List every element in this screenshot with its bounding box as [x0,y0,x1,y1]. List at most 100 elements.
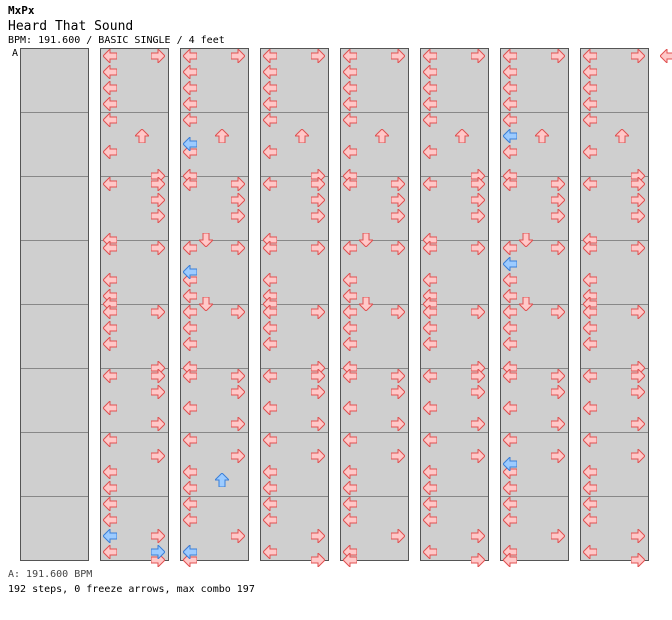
right-arrow-icon [151,241,165,255]
beat-stripe [21,161,88,177]
beat-stripe [261,145,328,161]
right-arrow-icon [311,241,325,255]
measure-line [21,368,88,369]
beat-stripe [181,481,248,497]
left-arrow-icon [343,145,357,159]
measure-line [341,176,408,177]
beat-stripe [21,49,88,65]
right-arrow-icon [471,305,485,319]
left-arrow-icon [583,433,597,447]
right-arrow-icon [151,49,165,63]
left-arrow-icon [103,369,117,383]
left-arrow-icon [423,145,437,159]
beat-stripe [101,289,168,305]
left-arrow-icon [343,401,357,415]
left-arrow-icon [423,177,437,191]
measure-line [21,240,88,241]
measure-line [501,176,568,177]
right-arrow-icon [391,241,405,255]
right-arrow-icon [391,177,405,191]
beat-stripe [101,97,168,113]
right-arrow-icon [231,417,245,431]
left-arrow-icon [263,305,277,319]
left-arrow-icon [103,337,117,351]
left-arrow-icon [423,513,437,527]
measure-line [181,432,248,433]
beat-stripe [421,401,488,417]
beat-stripe [101,257,168,273]
left-arrow-icon [423,321,437,335]
beat-stripe [341,513,408,529]
beat-stripe [421,481,488,497]
left-arrow-icon [183,113,197,127]
left-arrow-icon [343,81,357,95]
right-arrow-icon [231,449,245,463]
right-arrow-icon [471,529,485,543]
right-arrow-icon [231,529,245,543]
beat-stripe [101,225,168,241]
beat-stripe [21,433,88,449]
right-arrow-icon [391,385,405,399]
chart-column [500,48,569,561]
beat-stripe [101,321,168,337]
left-arrow-icon [183,481,197,495]
beat-stripe [581,113,648,129]
beat-stripe [21,529,88,545]
left-arrow-icon [583,305,597,319]
beat-stripe [501,65,568,81]
left-arrow-icon [503,457,517,471]
left-arrow-icon [503,481,517,495]
beat-stripe [181,225,248,241]
left-arrow-icon [503,369,517,383]
right-arrow-icon [631,193,645,207]
left-arrow-icon [343,337,357,351]
beat-stripe [341,433,408,449]
beat-stripe [21,209,88,225]
measure-line [421,432,488,433]
right-arrow-icon [311,529,325,543]
left-arrow-icon [103,65,117,79]
measure-line [421,496,488,497]
beat-stripe [261,81,328,97]
left-arrow-icon [343,97,357,111]
beat-stripe [261,513,328,529]
left-arrow-icon [423,113,437,127]
right-arrow-icon [551,305,565,319]
beat-stripe [261,273,328,289]
right-arrow-icon [551,449,565,463]
up-arrow-icon [615,129,629,143]
left-arrow-icon [263,65,277,79]
left-arrow-icon [103,145,117,159]
left-arrow-icon [183,65,197,79]
left-arrow-icon [343,481,357,495]
chart-column [580,48,649,561]
beat-stripe [21,81,88,97]
measure-line [181,112,248,113]
beat-stripe [181,129,248,145]
beat-stripe [581,289,648,305]
right-arrow-icon [391,417,405,431]
beat-stripe [341,497,408,513]
up-arrow-icon [135,129,149,143]
left-arrow-icon [503,305,517,319]
right-arrow-icon [311,305,325,319]
beat-stripe [501,225,568,241]
left-arrow-icon [583,81,597,95]
left-arrow-icon [103,273,117,287]
beat-stripe [181,545,248,560]
right-arrow-icon [631,369,645,383]
right-arrow-icon [631,553,645,567]
beat-stripe [501,113,568,129]
measure-line [261,496,328,497]
left-arrow-icon [423,241,437,255]
right-arrow-icon [471,177,485,191]
left-arrow-icon [263,113,277,127]
measure-line [581,368,648,369]
measure-line [261,432,328,433]
measure-line [581,432,648,433]
beat-stripe [581,273,648,289]
right-arrow-icon [311,449,325,463]
measure-line [101,496,168,497]
right-arrow-icon [231,177,245,191]
left-arrow-icon [583,481,597,495]
